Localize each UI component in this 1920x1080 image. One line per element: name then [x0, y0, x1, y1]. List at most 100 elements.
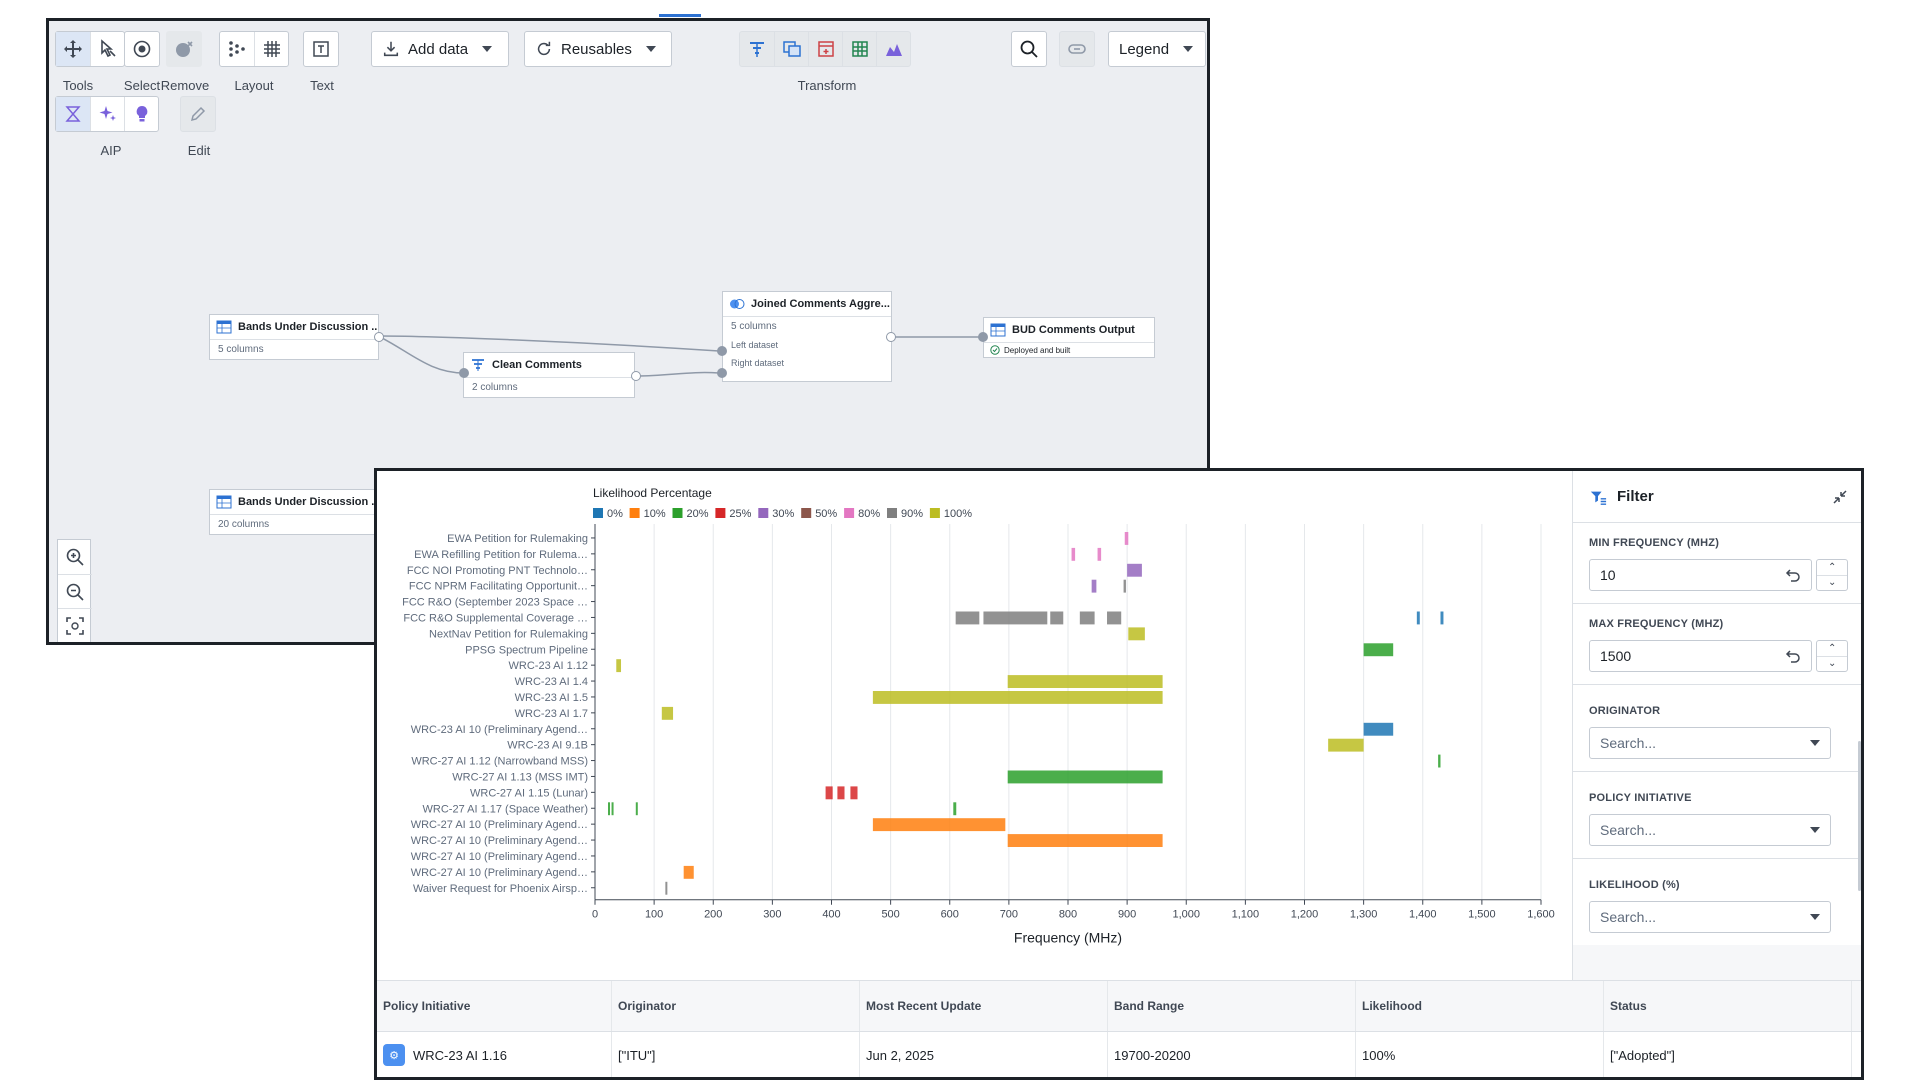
most-recent-update-cell: Jun 2, 2025: [860, 1032, 1108, 1077]
pivot-icon: [851, 41, 868, 57]
y-tick-label: EWA Petition for Rulemaking: [447, 533, 588, 545]
range-bar: [850, 786, 858, 800]
range-bar: [1416, 611, 1420, 625]
y-tick-label: FCC R&O (September 2023 Space …: [402, 597, 588, 609]
min-frequency-input[interactable]: 10: [1589, 559, 1813, 591]
input-port[interactable]: [978, 332, 988, 342]
range-bar: [1363, 722, 1394, 736]
right-input-port[interactable]: [717, 368, 727, 378]
legend-button[interactable]: Legend: [1108, 31, 1206, 67]
policy-initiative-value: WRC-23 AI 1.16: [413, 1047, 507, 1063]
node-bands-under-discussion-2[interactable]: Bands Under Discussion ... 20 columns: [209, 489, 379, 535]
decrement-button[interactable]: ⌄: [1817, 574, 1847, 591]
column-header-originator[interactable]: Originator: [612, 981, 860, 1031]
max-frequency-input[interactable]: 1500: [1589, 640, 1813, 672]
node-bands-under-discussion[interactable]: Bands Under Discussion ... 5 columns: [209, 314, 379, 360]
reusables-button[interactable]: Reusables: [524, 31, 672, 67]
x-tick-label: 100: [645, 909, 663, 921]
column-header-band-range[interactable]: Band Range: [1108, 981, 1356, 1031]
join-transform-button[interactable]: [774, 32, 808, 66]
zoom-out-button[interactable]: [58, 574, 92, 608]
likelihood-placeholder: Search...: [1600, 909, 1657, 925]
y-tick-label: WRC-27 AI 1.17 (Space Weather): [423, 803, 588, 815]
left-input-port[interactable]: [717, 346, 727, 356]
range-bar: [1124, 532, 1129, 545]
likelihood-select[interactable]: Search...: [1589, 901, 1831, 933]
add-text-button[interactable]: [304, 32, 338, 66]
chevron-down-icon: [645, 46, 656, 52]
auto-layout-button[interactable]: [220, 32, 254, 66]
range-bar: [1328, 738, 1364, 752]
max-frequency-stepper[interactable]: ⌃ ⌄: [1816, 640, 1848, 672]
link-button[interactable]: [1060, 32, 1094, 66]
range-bar: [825, 786, 833, 800]
legend-swatch: [801, 508, 812, 518]
active-tab-indicator: [659, 14, 701, 17]
policy-initiative-select[interactable]: Search...: [1589, 814, 1831, 846]
increment-button[interactable]: ⌃: [1828, 561, 1837, 573]
decrement-button[interactable]: ⌄: [1817, 655, 1847, 672]
policy-initiative-label: POLICY INITIATIVE: [1589, 792, 1692, 804]
increment-button[interactable]: ⌃: [1828, 642, 1837, 654]
filter-transform-button[interactable]: [740, 32, 774, 66]
edge-clean-to-right: [636, 371, 720, 377]
filter-rows-icon: [750, 42, 764, 57]
input-port[interactable]: [459, 368, 469, 378]
y-tick-label: FCC NPRM Facilitating Opportunit…: [409, 581, 588, 593]
node-bud-comments-output[interactable]: BUD Comments Output Deployed and built: [983, 317, 1155, 358]
aip-assist-button[interactable]: [90, 97, 124, 131]
layout-group: [219, 31, 289, 67]
add-data-button[interactable]: Add data: [371, 31, 509, 67]
frequency-band-chart: Likelihood Percentage 0% 10% 20% 25% 30% 50% 80…: [402, 486, 1555, 946]
output-port[interactable]: [631, 371, 641, 381]
y-tick-label: WRC-23 AI 9.1B: [507, 740, 588, 752]
zoom-in-button[interactable]: [58, 540, 92, 574]
min-frequency-stepper[interactable]: ⌃ ⌄: [1816, 559, 1848, 591]
pivot-transform-button[interactable]: [842, 32, 876, 66]
x-tick-label: 600: [941, 909, 959, 921]
filter-scrollbar[interactable]: [1858, 741, 1861, 891]
collapse-icon[interactable]: [1832, 489, 1848, 505]
lightbulb-icon: [136, 106, 147, 122]
column-header-policy-initiative[interactable]: Policy Initiative: [377, 981, 612, 1031]
tools-group: [55, 31, 125, 67]
node-title: Joined Comments Aggre...: [751, 298, 890, 310]
range-bar: [1363, 643, 1394, 657]
table-row[interactable]: ⚙ WRC-23 AI 1.16 ["ITU"] Jun 2, 2025 197…: [377, 1032, 1861, 1077]
edit-label: Edit: [187, 143, 211, 158]
grid-layout-button[interactable]: [254, 32, 288, 66]
text-box-icon: [313, 41, 329, 57]
originator-cell: ["ITU"]: [612, 1032, 860, 1077]
select-button[interactable]: [125, 32, 159, 66]
output-port[interactable]: [886, 332, 896, 342]
node-body: 5 columns Left dataset Right dataset: [723, 316, 891, 372]
node-column-count: 2 columns: [464, 377, 634, 397]
x-axis-label: Frequency (MHz): [1014, 930, 1122, 946]
pointer-tool-button[interactable]: [90, 32, 124, 66]
column-header-likelihood[interactable]: Likelihood: [1356, 981, 1604, 1031]
chart-transform-button[interactable]: [876, 32, 910, 66]
aip-suggest-button[interactable]: [124, 97, 158, 131]
search-button[interactable]: [1012, 32, 1046, 66]
edit-button[interactable]: [181, 97, 215, 131]
deploy-status: Deployed and built: [1004, 345, 1071, 355]
pan-tool-button[interactable]: [56, 32, 90, 66]
x-tick-label: 800: [1059, 909, 1077, 921]
x-tick-label: 400: [822, 909, 840, 921]
node-joined-comments[interactable]: Joined Comments Aggre... 5 columns Left …: [722, 291, 892, 382]
legend-title: Likelihood Percentage: [593, 486, 712, 500]
node-clean-comments[interactable]: Clean Comments 2 columns: [463, 352, 635, 398]
x-tick-label: 1,000: [1172, 909, 1200, 921]
remove-button[interactable]: [167, 32, 201, 66]
originator-section: ORIGINATOR Search...: [1573, 685, 1861, 772]
aggregate-transform-button[interactable]: [808, 32, 842, 66]
aip-generate-button[interactable]: [56, 97, 90, 131]
zoom-controls: [57, 539, 92, 642]
reset-icon[interactable]: [1785, 649, 1801, 663]
reset-icon[interactable]: [1785, 568, 1801, 582]
fit-to-screen-button[interactable]: [58, 608, 92, 642]
column-header-status[interactable]: Status: [1604, 981, 1852, 1031]
column-header-most-recent-update[interactable]: Most Recent Update: [860, 981, 1108, 1031]
originator-select[interactable]: Search...: [1589, 727, 1831, 759]
output-port[interactable]: [374, 332, 384, 342]
